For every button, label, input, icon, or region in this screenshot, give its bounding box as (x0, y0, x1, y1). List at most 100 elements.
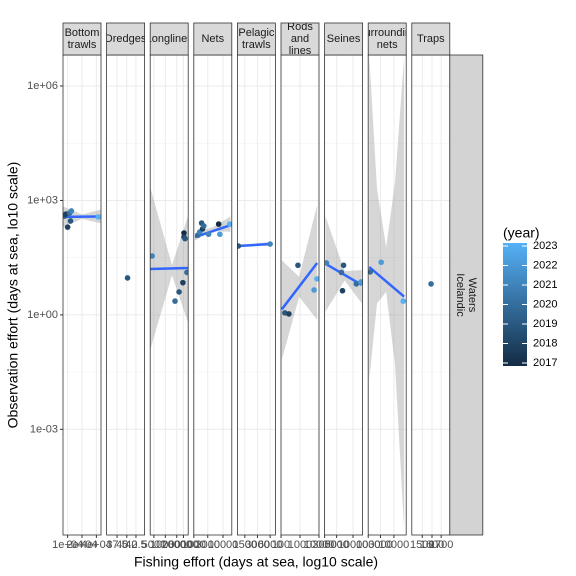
panel-data (124, 275, 131, 281)
facet-strip: Longlines (146, 22, 194, 56)
point (368, 269, 374, 275)
strip-label: Longlines (146, 33, 194, 45)
point (95, 214, 101, 220)
point (184, 269, 189, 276)
point (68, 208, 75, 214)
strip-label: Rods (287, 21, 313, 33)
fit-line (194, 223, 231, 239)
strip-text: Dredges (105, 33, 147, 45)
facet-strip: Nets (193, 22, 233, 56)
point (182, 235, 188, 242)
x-tick-label: 3000 (195, 539, 219, 551)
y-tick-label: 1e+06 (27, 80, 58, 92)
panel-background (411, 55, 450, 535)
point (226, 221, 232, 227)
point (217, 231, 223, 238)
strip-background (449, 54, 484, 536)
x-tick-label: 2e+04 (67, 539, 98, 551)
strip-label: Dredges (105, 33, 147, 45)
x-tick-label: 1000 (288, 539, 312, 551)
point (286, 311, 292, 317)
x-tick-label: 3000 (245, 539, 269, 551)
strip-background (236, 22, 276, 56)
strip-label: lines (289, 45, 312, 57)
x-tick-label: 10000 (208, 539, 239, 551)
confidence-ribbon (281, 205, 318, 360)
point (181, 230, 187, 236)
confidence-ribbon (369, 56, 405, 530)
strip-label: Traps (417, 33, 445, 45)
point (124, 275, 131, 281)
strip-label: Bottom (65, 27, 100, 39)
point (311, 287, 317, 293)
strip-background (106, 22, 145, 56)
legend-label: 2017 (533, 357, 557, 369)
legend-label: 2020 (533, 298, 557, 310)
x-tick-label: 1000 (182, 539, 206, 551)
strip-background (280, 22, 320, 56)
legend-label: 2018 (533, 337, 557, 349)
strip-text: Longlines (146, 33, 194, 45)
point (172, 298, 178, 304)
point (314, 276, 319, 282)
legend-title: (year) (503, 225, 540, 241)
x-tick-label: 10000 (338, 539, 369, 551)
strip-label: trawls (68, 39, 97, 51)
panel-data (63, 206, 101, 230)
x-tick-label: 40.0 (116, 539, 137, 551)
panel-data (237, 241, 273, 249)
legend-label: 2023 (533, 240, 557, 252)
facet-strip: Traps (411, 22, 451, 56)
x-tick-label: 37.5 (106, 539, 127, 551)
strip-background (149, 22, 189, 56)
panel-data (150, 187, 189, 351)
strip-background (411, 22, 451, 56)
y-tick-label: 1e+03 (27, 194, 58, 206)
strip-text: Seines (327, 33, 361, 45)
point (353, 281, 360, 287)
strip-label: Nets (201, 33, 224, 45)
point (176, 289, 182, 295)
point (205, 231, 212, 238)
strip-label: Pelagic (238, 27, 275, 39)
fit-line (368, 266, 405, 298)
y-tick-label: 1e-03 (30, 423, 58, 435)
panel-background (106, 55, 145, 535)
strip-text: Traps (417, 33, 445, 45)
point (237, 243, 242, 249)
legend-label: 2021 (533, 279, 557, 291)
row-strip: Icelandic Waters (449, 54, 484, 536)
x-tick-label: 3000 (312, 539, 336, 551)
panel-background (193, 55, 232, 535)
strip-label: Surrounding (357, 27, 417, 39)
point (338, 269, 345, 276)
x-tick-label: 5000 (142, 539, 166, 551)
x-tick-label: 6000 (258, 539, 282, 551)
x-tick-label: 1600 (420, 539, 444, 551)
point (267, 241, 273, 247)
x-tick-label: 1500 (233, 539, 257, 551)
strip-label: Icelandic (454, 273, 466, 317)
x-tick-label: 10000 (379, 539, 410, 551)
point (295, 262, 301, 269)
point (150, 253, 155, 259)
x-axis-title: Fishing effort (days at sea, log10 scale… (134, 554, 378, 570)
facet-strip: Seines (324, 22, 364, 56)
strip-label: trawls (242, 39, 271, 51)
panel-data (194, 216, 232, 241)
point (358, 279, 363, 285)
